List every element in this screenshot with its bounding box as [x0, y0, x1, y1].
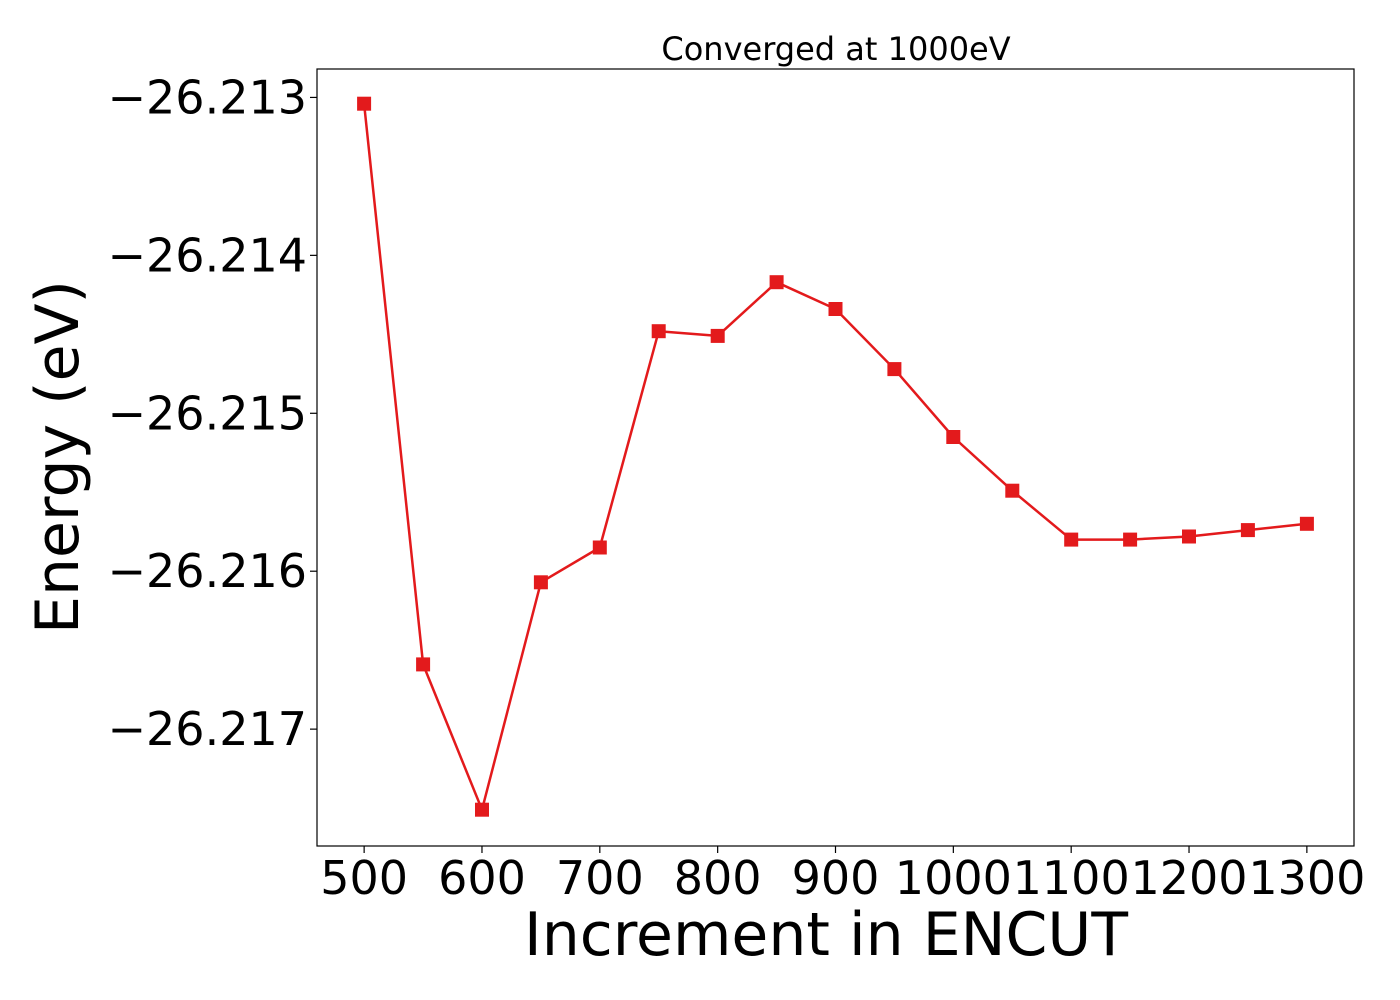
- data-point-marker: [1299, 516, 1314, 531]
- series-layer: [357, 96, 1314, 817]
- x-tick-label: 700: [556, 851, 644, 905]
- data-point-marker: [1240, 523, 1255, 538]
- data-point-marker: [651, 324, 666, 339]
- y-tick-label: −26.213: [108, 70, 308, 124]
- x-tick-label: 900: [792, 851, 880, 905]
- x-tick-label: 1300: [1248, 851, 1365, 905]
- y-tick-label: −26.216: [108, 544, 308, 598]
- data-point-marker: [828, 302, 843, 316]
- chart-title: Converged at 1000eV: [661, 30, 1010, 68]
- y-axis-ticks: −26.213 −26.214 −26.215 −26.216 −26.217: [108, 70, 317, 756]
- data-point-marker: [592, 540, 607, 555]
- y-tick-label: −26.214: [108, 228, 308, 282]
- data-point-marker: [357, 96, 372, 111]
- x-tick-label: 600: [438, 851, 526, 905]
- x-axis-ticks: 500 600 700 800 900 1000 1100 1200 1300: [320, 846, 1365, 905]
- x-tick-label: 1100: [1013, 851, 1130, 905]
- series-line: [362, 103, 1308, 811]
- y-tick-label: −26.215: [108, 386, 308, 440]
- x-tick-label: 500: [320, 851, 408, 905]
- data-point-marker: [946, 430, 961, 444]
- data-point-marker: [887, 362, 902, 377]
- data-point-marker: [416, 657, 431, 672]
- data-point-marker: [1064, 532, 1079, 547]
- x-tick-label: 1000: [895, 851, 1012, 905]
- x-tick-label: 800: [674, 851, 762, 905]
- data-point-marker: [1182, 529, 1196, 544]
- y-tick-label: −26.217: [108, 702, 308, 756]
- data-point-marker: [1123, 532, 1138, 547]
- x-axis-label: Increment in ENCUT: [524, 900, 1128, 970]
- data-point-marker: [1005, 483, 1020, 498]
- plot-area-frame: [316, 68, 1355, 847]
- data-point-marker: [710, 328, 725, 343]
- data-point-marker: [533, 575, 548, 590]
- data-point-marker: [475, 802, 489, 817]
- data-point-marker: [769, 275, 784, 290]
- x-tick-label: 1200: [1130, 851, 1247, 905]
- y-axis-label: Energy (eV): [23, 280, 93, 634]
